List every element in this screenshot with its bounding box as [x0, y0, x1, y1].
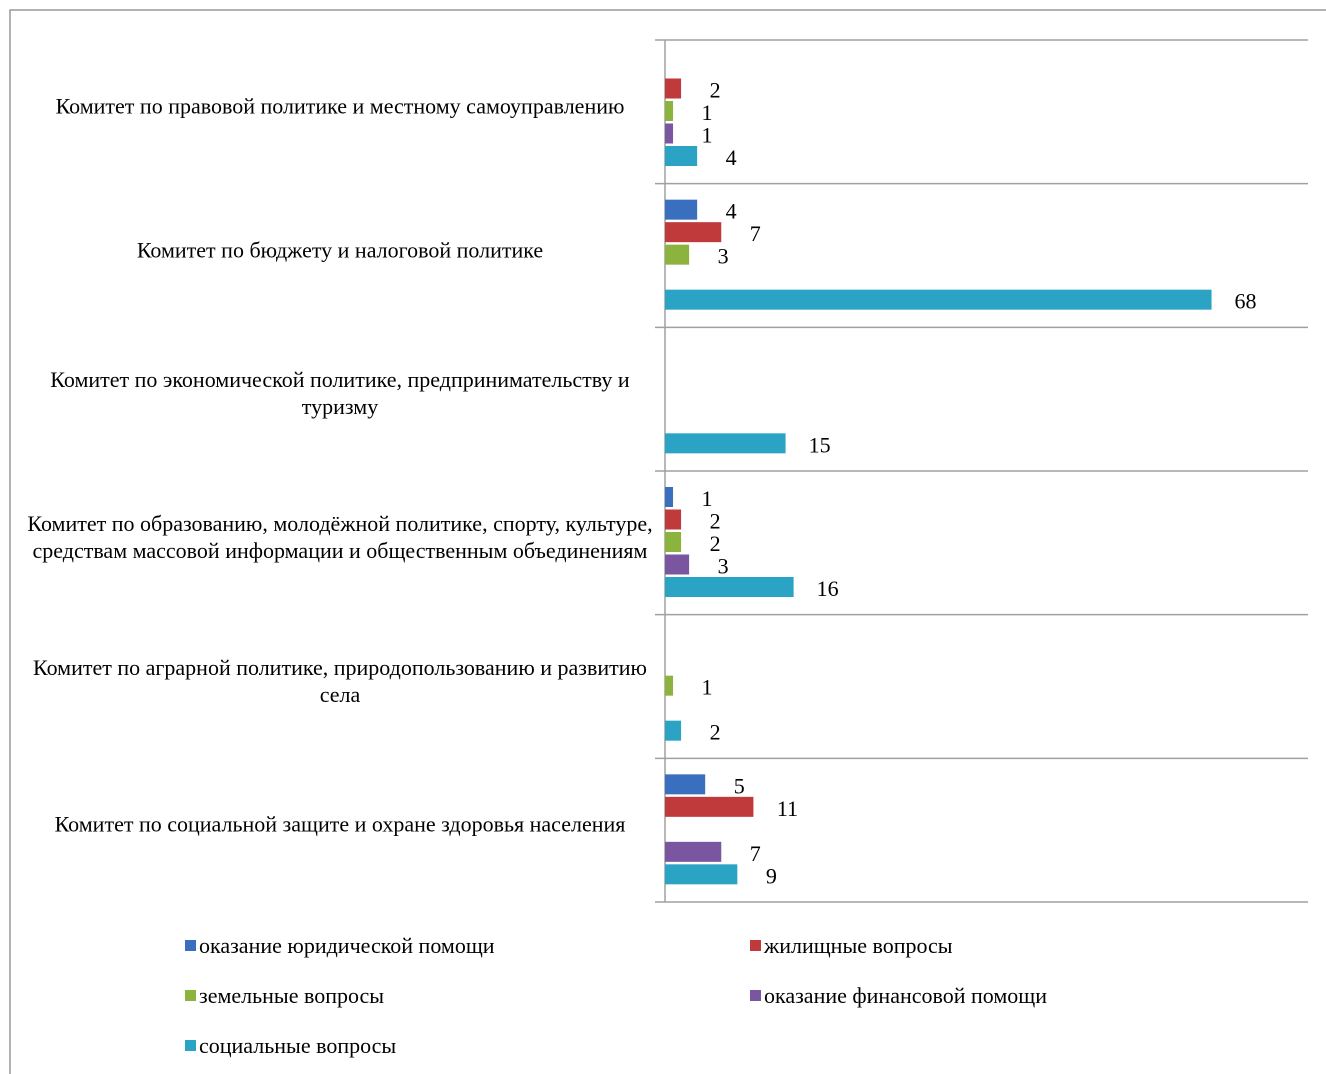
value-label: 2 — [710, 531, 721, 556]
bar — [665, 554, 690, 575]
bar — [665, 720, 682, 741]
bar — [665, 123, 674, 144]
bar — [665, 864, 738, 885]
category-label: Комитет по бюджету и налоговой политике — [136, 237, 544, 262]
legend-swatch — [750, 940, 761, 951]
category-label: Комитет по аграрной политике, природопол… — [33, 654, 647, 707]
category-label: Комитет по правовой политике и местному … — [55, 93, 625, 119]
value-label: 68 — [1235, 289, 1257, 314]
bar — [665, 774, 706, 795]
category-label: Комитет по экономической политике, предп… — [50, 367, 630, 420]
legend-swatch — [185, 990, 196, 1001]
bar — [665, 532, 682, 552]
legend-swatch — [185, 940, 196, 951]
bar — [665, 487, 674, 507]
legend-label: оказание юридической помощи — [199, 933, 495, 958]
bar — [665, 509, 682, 530]
value-label: 15 — [809, 432, 831, 457]
value-label: 7 — [750, 221, 761, 246]
legend-swatch — [185, 1040, 196, 1051]
chart-frame — [9, 9, 1326, 1074]
value-label: 3 — [718, 244, 729, 269]
legend-label: земельные вопросы — [199, 983, 384, 1008]
value-label: 4 — [726, 145, 737, 170]
bar — [665, 244, 690, 265]
bar — [665, 675, 674, 696]
bar — [665, 101, 674, 121]
bar — [665, 796, 754, 817]
bar — [665, 289, 1212, 310]
category-label: Комитет по социальной защите и охране зд… — [54, 811, 626, 837]
value-label: 16 — [817, 576, 839, 601]
value-label: 4 — [726, 199, 737, 224]
bar — [665, 199, 698, 220]
category-label: Комитет по образованию, молодёжной полит… — [27, 510, 653, 563]
legend-label: социальные вопросы — [199, 1033, 396, 1058]
value-label: 9 — [766, 863, 777, 888]
value-label: 7 — [750, 841, 761, 866]
value-label: 1 — [702, 100, 713, 125]
legend-label: оказание финансовой помощи — [764, 983, 1047, 1008]
value-label: 2 — [710, 720, 721, 745]
bar — [665, 222, 722, 243]
bar — [665, 577, 794, 597]
legend-label: жилищные вопросы — [763, 933, 953, 958]
value-label: 2 — [710, 78, 721, 103]
value-label: 3 — [718, 554, 729, 579]
value-label: 2 — [710, 509, 721, 534]
legend-swatch — [750, 990, 761, 1001]
bar — [665, 146, 698, 166]
value-label: 1 — [702, 123, 713, 148]
value-label: 5 — [734, 773, 745, 798]
value-label: 1 — [702, 675, 713, 700]
bar — [665, 78, 682, 99]
value-label: 1 — [702, 486, 713, 511]
bar — [665, 433, 786, 454]
value-label: 11 — [777, 796, 798, 821]
bar — [665, 841, 722, 862]
